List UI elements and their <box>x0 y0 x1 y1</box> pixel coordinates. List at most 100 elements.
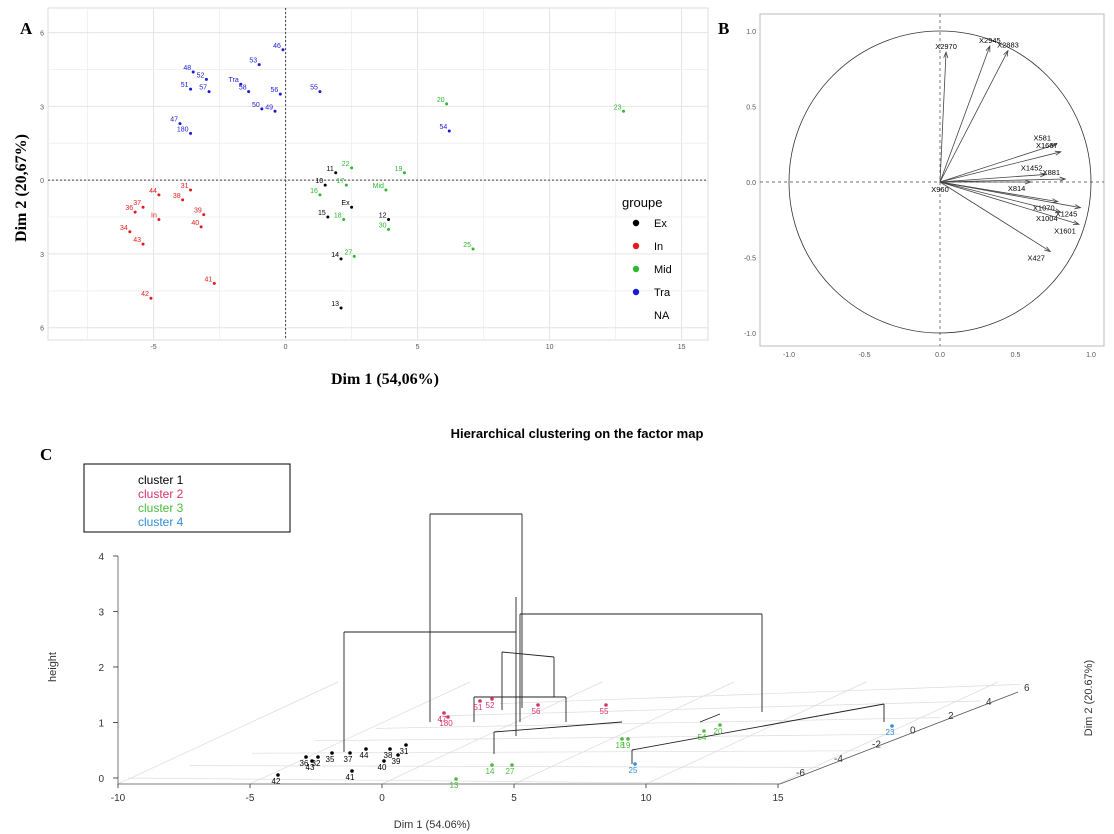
point-label: 14 <box>331 252 339 259</box>
point-label: 25 <box>463 242 471 249</box>
variable-label: X881 <box>1043 168 1061 177</box>
leaf-cluster2: 52 <box>486 697 495 710</box>
point-marker <box>326 216 329 219</box>
point-marker <box>213 282 216 285</box>
point-label: 44 <box>149 188 157 195</box>
leaf-label: 39 <box>392 757 401 766</box>
leaf-label: 35 <box>326 755 335 764</box>
point-label: 180 <box>177 126 189 133</box>
leaf-label: 43 <box>306 763 315 772</box>
y-tick-label: -0.5 <box>744 256 756 263</box>
point-marker <box>350 206 353 209</box>
x-tick-label: 1.0 <box>1086 352 1096 359</box>
point-marker <box>192 70 195 73</box>
legend-entry: Tra <box>654 287 671 299</box>
y-tick-label: 0.5 <box>746 105 756 112</box>
panel-c-y-axis-title: Dim 2 (20.67%) <box>1083 660 1095 736</box>
leaf-label: 56 <box>532 707 541 716</box>
x-tick-label: 5 <box>416 344 420 351</box>
leaf-label: 23 <box>886 728 895 737</box>
panel-c-hierarchical-clustering: C Hierarchical clustering on the factor … <box>0 392 1114 834</box>
point-label: 38 <box>173 193 181 200</box>
legend-entry: cluster 2 <box>138 487 184 501</box>
leaf-label: 25 <box>629 766 638 775</box>
y-tick-label: 3 <box>40 252 44 259</box>
point-label: 50 <box>252 102 260 109</box>
x-tick-label: 10 <box>546 344 554 351</box>
point-label: 10 <box>315 178 323 185</box>
leaf-cluster3: 20 <box>714 723 723 736</box>
leaf-label: 54 <box>698 733 707 742</box>
leaf-cluster4: 25 <box>629 762 638 775</box>
dendrogram-branch <box>502 652 554 657</box>
point-marker <box>472 248 475 251</box>
legend-entry: cluster 4 <box>138 515 184 529</box>
leaf-cluster2: 56 <box>532 703 541 716</box>
leaf-cluster1: 44 <box>360 747 369 760</box>
point-marker <box>334 171 337 174</box>
panel-c-title: Hierarchical clustering on the factor ma… <box>451 426 704 441</box>
legend-marker <box>633 289 639 295</box>
x-tick-label: -0.5 <box>858 352 870 359</box>
x-tick-label: 0 <box>284 344 288 351</box>
y-tick-label: 4 <box>986 697 992 708</box>
leaf-label: 27 <box>506 767 515 776</box>
legend-marker <box>633 243 639 249</box>
point-label: Tra <box>228 77 238 84</box>
leaf-cluster1: 40 <box>378 759 387 772</box>
point-marker <box>128 230 131 233</box>
point-marker <box>384 188 387 191</box>
variable-label: X2970 <box>935 42 957 51</box>
point-marker <box>200 225 203 228</box>
y-tick-label: 3 <box>40 104 44 111</box>
point-label: 34 <box>120 225 128 232</box>
point-marker <box>281 48 284 51</box>
z-tick-label: 3 <box>98 608 104 619</box>
y-tick-label: 1.0 <box>746 29 756 36</box>
floor-gridline <box>314 734 900 741</box>
leaf-label: 55 <box>600 707 609 716</box>
z-tick-label: 4 <box>98 552 104 563</box>
panel-c-legend: cluster 1cluster 2cluster 3cluster 4 <box>84 464 290 532</box>
point-label: 47 <box>170 117 178 124</box>
point-label: 20 <box>437 97 445 104</box>
z-tick-label: 1 <box>98 719 104 730</box>
point-marker <box>142 206 145 209</box>
variable-label: X814 <box>1008 184 1026 193</box>
point-label: 11 <box>326 166 333 173</box>
point-marker <box>318 193 321 196</box>
point-label: 19 <box>395 166 403 173</box>
legend-entry: cluster 1 <box>138 473 184 487</box>
point-marker <box>189 88 192 91</box>
point-marker <box>142 243 145 246</box>
panel-b-plot-area <box>760 14 1104 346</box>
point-marker <box>318 90 321 93</box>
point-marker <box>274 110 277 113</box>
legend-entry: Mid <box>654 264 672 276</box>
legend-marker <box>633 220 639 226</box>
leaf-label: 42 <box>272 777 281 786</box>
point-label: 53 <box>249 58 257 65</box>
point-marker <box>622 110 625 113</box>
leaf-cluster3: 14 <box>486 763 495 776</box>
point-marker <box>247 90 250 93</box>
point-label: Mid <box>373 183 384 190</box>
point-marker <box>189 132 192 135</box>
variable-label: X1004 <box>1036 214 1058 223</box>
point-marker <box>403 171 406 174</box>
point-label: 36 <box>125 205 133 212</box>
leaf-label: 31 <box>400 747 409 756</box>
leaf-label: 52 <box>486 701 495 710</box>
leaf-cluster1: 42 <box>272 773 281 786</box>
point-label: 55 <box>310 85 318 92</box>
leaf-label: 20 <box>714 727 723 736</box>
dendrogram-branch <box>632 704 884 750</box>
point-label: 37 <box>133 200 141 207</box>
z-tick-label: 0 <box>98 774 104 785</box>
point-marker <box>340 257 343 260</box>
z-tick-label: 2 <box>98 663 104 674</box>
y-tick-label: 0 <box>40 178 44 185</box>
floor-gridline <box>376 718 940 729</box>
point-marker <box>258 63 261 66</box>
point-label: 30 <box>379 222 387 229</box>
